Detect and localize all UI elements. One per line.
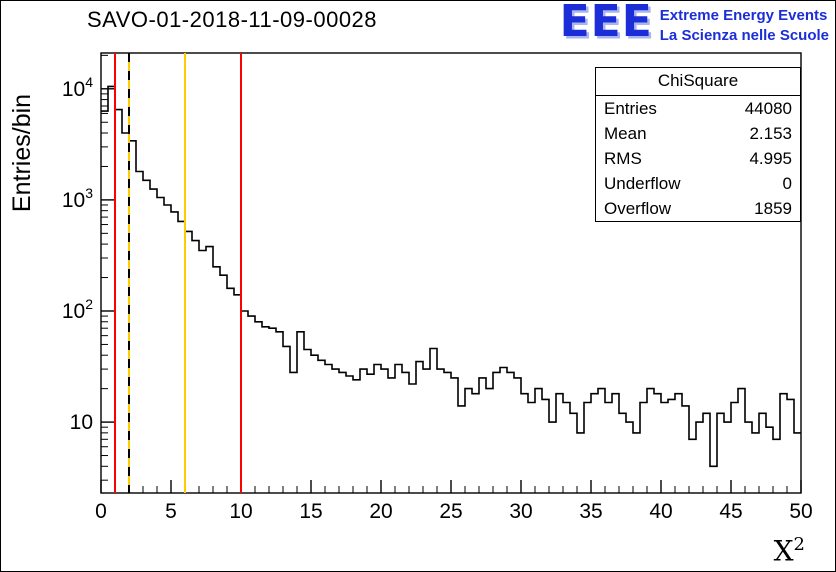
y-axis-title: Entries/bin: [8, 93, 36, 213]
stats-row-entries: Entries 44080: [596, 96, 800, 121]
x-tick-label: 35: [579, 500, 602, 523]
x-tick-label: 10: [229, 500, 252, 523]
x-tick-label: 40: [649, 500, 672, 523]
stats-label: Underflow: [604, 173, 681, 193]
x-tick-label: 50: [789, 500, 812, 523]
x-tick-label: 5: [165, 500, 177, 523]
x-axis-title: X2: [774, 534, 805, 567]
x-axis-title-exponent: 2: [793, 533, 805, 555]
stats-label: Mean: [604, 123, 647, 143]
stats-label: Entries: [604, 98, 657, 118]
eee-logo-line2: La Scienza nelle Scuole: [659, 26, 829, 44]
stats-value: 2.153: [749, 123, 792, 143]
x-tick-label: 15: [299, 500, 322, 523]
x-tick-label: 25: [439, 500, 462, 523]
stats-value: 4.995: [749, 148, 792, 168]
stats-value: 44080: [744, 98, 792, 118]
eee-logo-icon: EEE: [559, 0, 653, 47]
eee-logo-text: Extreme Energy Events La Scienza nelle S…: [660, 3, 829, 45]
stats-label: Overflow: [604, 198, 672, 218]
x-tick-label: 45: [719, 500, 742, 523]
y-tick-label: 102: [62, 296, 93, 323]
y-tick-label: 104: [62, 74, 93, 101]
stats-value: 0: [782, 173, 792, 193]
y-tick-label: 10: [70, 411, 93, 434]
stats-row-overflow: Overflow 1859: [596, 196, 800, 221]
stats-title: ChiSquare: [596, 68, 800, 96]
eee-logo-line1: Extreme Energy Events: [659, 7, 828, 24]
eee-logo: EEE Extreme Energy Events La Scienza nel…: [559, 0, 829, 47]
stats-value: 1859: [754, 198, 792, 218]
stats-box: ChiSquare Entries 44080 Mean 2.153 RMS 4…: [595, 67, 801, 222]
x-tick-label: 20: [369, 500, 392, 523]
y-tick-label: 103: [62, 185, 93, 212]
x-tick-label: 0: [95, 500, 107, 523]
stats-row-underflow: Underflow 0: [596, 171, 800, 196]
stats-label: RMS: [604, 148, 642, 168]
plot-title: SAVO-01-2018-11-09-00028: [87, 7, 378, 32]
stats-row-rms: RMS 4.995: [596, 146, 800, 171]
x-tick-label: 30: [509, 500, 532, 523]
x-axis-title-base: X: [773, 534, 794, 567]
histogram-line: [101, 85, 801, 468]
stats-row-mean: Mean 2.153: [596, 121, 800, 146]
